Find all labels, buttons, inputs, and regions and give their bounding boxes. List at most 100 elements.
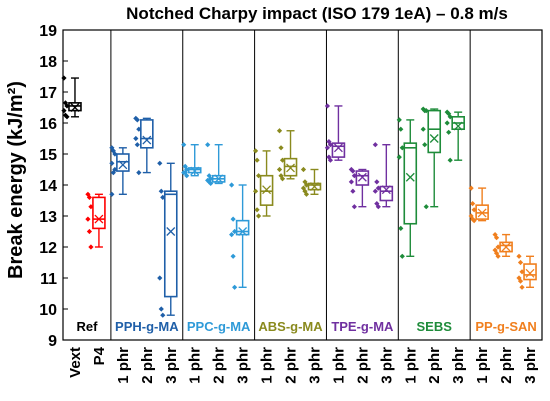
data-point [446,129,452,135]
data-point [471,207,477,213]
box-16 [444,109,465,163]
data-point [230,216,236,222]
group-labels: Ref PPH-g-MA PPC-g-MA ABS-g-MA TPE-g-MA SEBS P… [76,319,536,334]
data-point [420,126,426,132]
data-point [300,166,307,173]
data-point [86,194,93,200]
x-tick-label: 2 phr [498,347,515,384]
box-8 [252,148,274,219]
data-point [252,148,259,154]
chart-title: Notched Charpy impact (ISO 179 1eA) – 0.… [126,4,508,23]
data-point [158,188,164,194]
y-tick-label: 19 [39,23,57,40]
y-axis-label: Break energy (kJ/m²) [5,81,27,279]
box-3 [133,115,154,176]
mean-marker [262,185,272,195]
box-iqr [235,219,250,236]
group-dividers [110,30,471,340]
mean-marker [190,166,200,176]
box-15 [420,106,442,210]
data-point [85,216,91,222]
x-tick-label: 2 phr [426,347,443,384]
data-point [446,111,452,117]
data-point [160,194,166,200]
x-tick-label: Vext [67,347,84,378]
data-point [110,170,116,176]
data-point [112,151,118,157]
data-point [157,275,163,281]
data-point [399,145,405,151]
box-iqr [379,185,394,202]
data-point [324,103,331,109]
data-point [447,157,453,163]
box-6 [205,142,226,187]
data-point [61,75,67,81]
data-point [423,108,429,114]
data-point [181,142,187,148]
data-point [444,120,450,126]
data-point [398,225,404,231]
data-point [375,204,381,210]
data-point [112,166,118,173]
y-tick-label: 13 [39,209,57,226]
box-14 [396,117,418,259]
data-point [160,312,166,318]
data-point [157,160,163,166]
data-point [300,185,307,191]
data-point [423,204,429,210]
mean-marker [477,208,487,218]
data-point [351,173,357,179]
mean-marker [357,172,367,182]
group-label: Ref [76,319,98,334]
box-iqr [140,119,154,149]
x-tick-label: 3 phr [235,347,252,384]
data-point [133,135,139,142]
mean-marker [381,185,391,195]
data-point [279,176,286,182]
x-tick-label: 1 phr [330,347,347,384]
data-point [444,109,450,115]
box-19 [516,253,537,290]
data-point [230,253,236,259]
y-axis-ticks: 9 10 11 12 13 14 15 16 17 18 19 [39,23,68,350]
data-point [348,179,354,185]
data-point [134,117,140,123]
data-point [302,188,308,194]
x-tick-label: 1 phr [402,347,419,384]
mean-marker [238,227,248,236]
data-point [229,232,235,238]
data-point [470,201,476,207]
group-label: TPE-g-MA [331,319,394,334]
x-tick-label: 1 phr [187,347,204,384]
data-point [136,126,142,132]
data-point [327,142,334,148]
mean-marker [118,160,128,170]
x-tick-label: 2 phr [283,347,300,384]
data-point [468,185,474,191]
data-point [255,213,262,219]
data-point [86,228,93,235]
data-point [351,204,357,210]
box-18 [492,232,513,259]
data-point [420,106,426,112]
data-point [372,142,378,148]
data-point [276,128,283,134]
data-point [495,244,501,250]
data-point [350,168,356,174]
data-point [495,253,501,259]
box-iqr [92,196,106,230]
box-12 [348,166,370,210]
data-point [519,284,525,290]
mean-marker [429,134,439,143]
data-point [109,191,115,197]
data-point [422,142,428,148]
box-iqr [403,142,418,225]
data-point [278,173,284,179]
data-point [276,166,283,173]
box-13 [372,142,394,210]
data-point [372,188,378,194]
data-point [158,306,164,312]
mean-marker [70,103,80,112]
mean-marker [501,242,511,252]
